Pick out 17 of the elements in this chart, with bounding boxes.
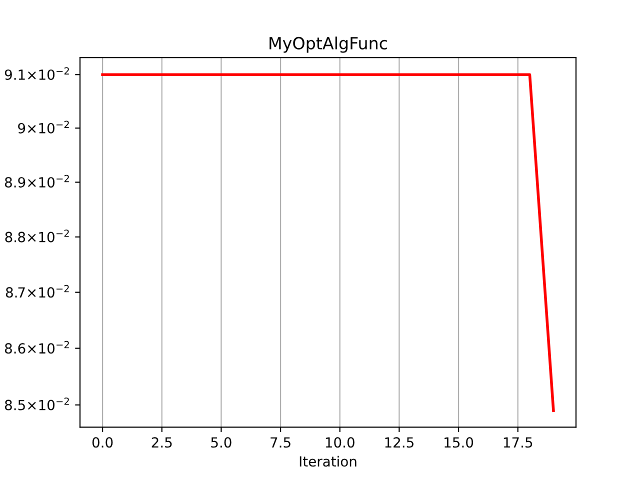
x-tick-label: 15.0 <box>444 437 474 448</box>
x-tick-label: 17.5 <box>504 437 532 448</box>
y-tick-label: 8.5×10$^{−2}$ <box>4 398 69 410</box>
x-tick-label: 5.0 <box>211 437 232 448</box>
y-tick-label: 8.9×10$^{−2}$ <box>4 174 69 188</box>
y-tick-label: 8.6×10$^{−2}$ <box>4 340 69 354</box>
x-tick-label: 10.0 <box>326 437 354 448</box>
x-axis-title: Iteration <box>300 456 356 467</box>
x-tick-label: 7.5 <box>270 437 290 448</box>
chart-title: MyOptAlgFunc <box>270 36 387 53</box>
y-tick-label: 8.8×10$^{−2}$ <box>5 230 69 242</box>
x-tick-label: 2.5 <box>152 437 172 448</box>
y-tick-label: 9×10$^{−2}$ <box>18 120 69 134</box>
y-tick-label: 9.1×10$^{−2}$ <box>4 67 69 80</box>
x-tick-label: 0.0 <box>92 437 113 448</box>
y-tick-label: 8.7×10$^{−2}$ <box>6 284 69 298</box>
x-tick-label: 12.5 <box>385 437 414 448</box>
